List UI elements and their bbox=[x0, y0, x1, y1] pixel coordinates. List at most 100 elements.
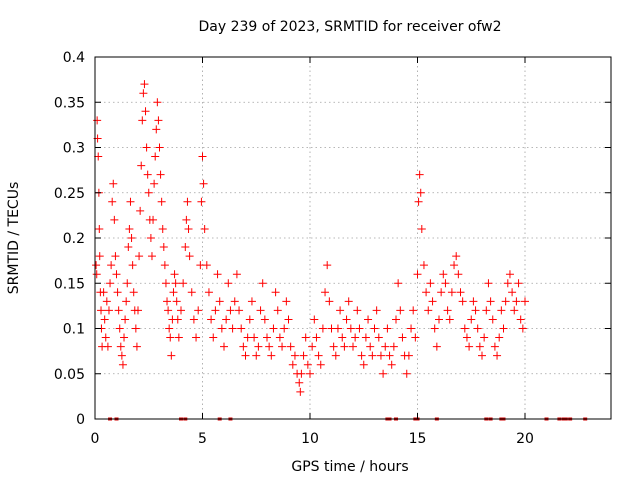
data-point bbox=[303, 360, 312, 369]
y-tick-label: 0.25 bbox=[54, 186, 85, 202]
data-point bbox=[359, 360, 368, 369]
data-point bbox=[321, 288, 330, 297]
data-point bbox=[128, 261, 137, 270]
data-point bbox=[263, 333, 271, 342]
data-point bbox=[299, 351, 308, 360]
data-point bbox=[141, 107, 150, 116]
data-point bbox=[495, 333, 504, 342]
data-point bbox=[428, 297, 437, 306]
data-point bbox=[460, 324, 469, 333]
data-point bbox=[344, 297, 353, 306]
data-point bbox=[297, 369, 306, 378]
data-point bbox=[140, 80, 149, 89]
data-point bbox=[439, 270, 448, 279]
data-point bbox=[340, 342, 349, 351]
x-tick-label: 10 bbox=[301, 431, 319, 447]
data-point bbox=[163, 297, 172, 306]
data-point bbox=[118, 360, 127, 369]
data-point bbox=[156, 170, 165, 179]
data-point bbox=[143, 170, 152, 179]
data-point bbox=[239, 342, 248, 351]
data-point bbox=[521, 297, 529, 306]
data-point bbox=[267, 351, 276, 360]
data-point bbox=[482, 306, 491, 315]
data-point bbox=[204, 288, 213, 297]
data-point bbox=[235, 306, 244, 315]
data-point bbox=[139, 89, 148, 98]
data-point bbox=[135, 252, 144, 261]
data-point bbox=[132, 342, 141, 351]
data-point bbox=[516, 315, 525, 324]
data-point bbox=[153, 98, 162, 107]
data-point bbox=[126, 197, 135, 206]
data-point bbox=[278, 342, 287, 351]
data-point bbox=[198, 152, 207, 161]
data-point bbox=[295, 378, 304, 387]
data-point bbox=[499, 324, 508, 333]
data-point bbox=[111, 252, 120, 261]
data-point bbox=[301, 333, 310, 342]
data-point bbox=[467, 315, 476, 324]
data-point bbox=[456, 288, 465, 297]
data-point bbox=[435, 315, 443, 324]
data-point bbox=[333, 324, 342, 333]
data-point bbox=[112, 270, 121, 279]
data-point bbox=[490, 342, 499, 351]
data-point bbox=[209, 333, 218, 342]
data-point bbox=[150, 179, 159, 188]
data-point bbox=[125, 224, 134, 233]
data-point bbox=[514, 279, 523, 288]
data-point bbox=[256, 306, 265, 315]
data-point bbox=[488, 315, 497, 324]
data-point bbox=[110, 215, 119, 224]
data-point bbox=[149, 215, 158, 224]
data-point bbox=[269, 324, 278, 333]
data-point bbox=[197, 197, 206, 206]
data-point bbox=[104, 306, 113, 315]
data-point bbox=[165, 324, 174, 333]
data-point bbox=[94, 152, 103, 161]
data-point bbox=[342, 315, 351, 324]
data-point bbox=[122, 297, 131, 306]
data-point bbox=[194, 306, 203, 315]
data-point bbox=[106, 279, 115, 288]
data-point bbox=[424, 306, 433, 315]
data-point bbox=[389, 342, 398, 351]
data-point bbox=[260, 315, 269, 324]
data-point bbox=[121, 315, 130, 324]
data-point bbox=[381, 342, 390, 351]
data-point bbox=[447, 288, 456, 297]
data-point bbox=[116, 342, 125, 351]
data-point bbox=[383, 324, 392, 333]
data-point bbox=[284, 315, 293, 324]
data-point bbox=[275, 333, 284, 342]
data-point bbox=[407, 324, 416, 333]
data-point bbox=[181, 243, 190, 252]
data-point bbox=[142, 143, 151, 152]
data-point bbox=[173, 315, 182, 324]
data-point bbox=[250, 333, 259, 342]
y-tick-label: 0.4 bbox=[63, 50, 85, 66]
data-point bbox=[169, 288, 178, 297]
data-point bbox=[349, 342, 357, 351]
data-point bbox=[170, 270, 179, 279]
data-point bbox=[417, 224, 426, 233]
data-point bbox=[445, 315, 454, 324]
data-point bbox=[394, 279, 403, 288]
data-point bbox=[361, 333, 370, 342]
data-point bbox=[416, 188, 425, 197]
data-point bbox=[486, 297, 495, 306]
data-point bbox=[187, 288, 196, 297]
data-point bbox=[398, 333, 407, 342]
data-point bbox=[211, 306, 220, 315]
y-tick-label: 0.15 bbox=[54, 276, 85, 292]
data-point bbox=[171, 279, 180, 288]
data-point bbox=[310, 315, 319, 324]
data-point bbox=[114, 306, 123, 315]
data-point bbox=[154, 116, 163, 125]
grid-layer bbox=[95, 57, 611, 419]
data-point bbox=[224, 279, 233, 288]
data-point bbox=[151, 152, 160, 161]
data-point bbox=[512, 297, 521, 306]
